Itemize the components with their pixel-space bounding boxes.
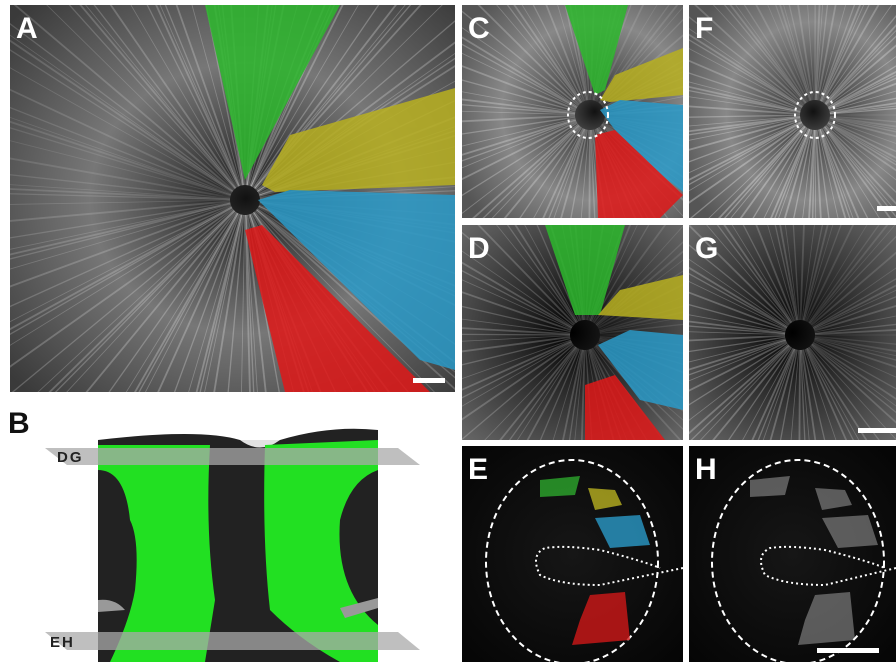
panel-h: H	[689, 446, 896, 662]
panel-label: H	[695, 453, 717, 486]
panel-label: F	[695, 12, 713, 45]
panel-b: B DG EH	[8, 407, 420, 662]
panel-label: E	[468, 453, 488, 486]
scale-bar	[877, 206, 896, 211]
panel-label: C	[468, 12, 490, 45]
plane-dg	[45, 448, 420, 465]
plane-eh	[45, 632, 420, 650]
panel-label: G	[695, 232, 718, 265]
scale-bar	[817, 648, 879, 653]
panel-e: E	[462, 446, 683, 662]
panel-label: B	[8, 407, 30, 440]
panel-label: A	[16, 12, 38, 45]
scale-bar	[858, 428, 896, 433]
micrograph	[689, 446, 896, 662]
figure: A B DG EH C F D G E	[0, 0, 896, 662]
plane-label: EH	[50, 634, 75, 651]
scale-bar	[413, 378, 445, 383]
plane-label: DG	[57, 449, 84, 466]
panel-label: D	[468, 232, 490, 265]
